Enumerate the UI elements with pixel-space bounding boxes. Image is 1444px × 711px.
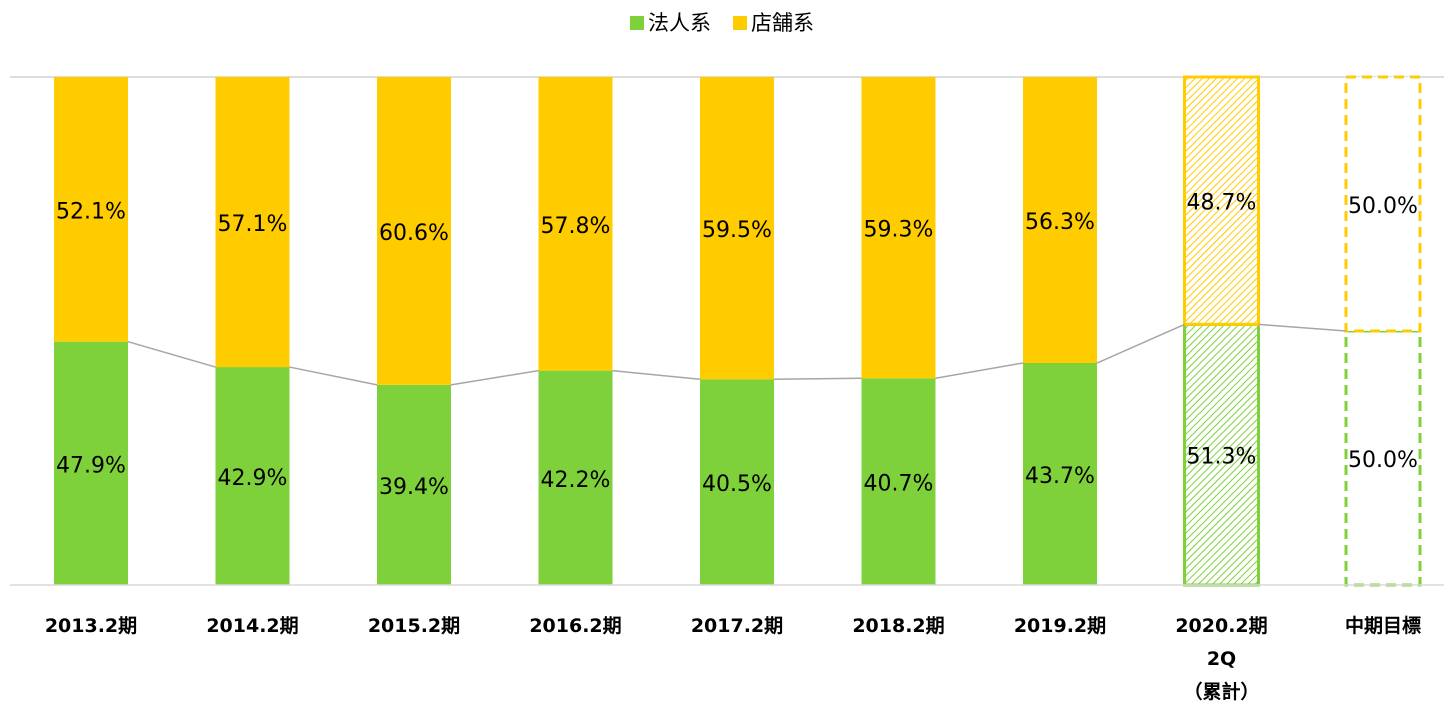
value-label: 52.1% (56, 199, 126, 224)
value-label: 43.7% (1025, 464, 1095, 489)
bar (538, 77, 613, 371)
x-tick-label: 2018.2期 (852, 615, 945, 637)
legend-swatch (630, 16, 644, 30)
connector (289, 366, 378, 386)
value-label: 42.2% (541, 468, 611, 493)
value-label: 42.9% (218, 466, 288, 491)
bar (54, 77, 128, 342)
value-label: 39.4% (379, 475, 449, 500)
value-label: 59.5% (702, 218, 772, 243)
bar (861, 77, 936, 379)
value-label: 56.3% (1025, 210, 1095, 235)
connector (1258, 323, 1347, 332)
bar (700, 77, 774, 380)
bar (215, 77, 290, 368)
bar (54, 341, 128, 585)
connector (773, 377, 862, 381)
bar (1344, 75, 1422, 333)
value-label: 57.1% (218, 212, 288, 237)
connector (612, 369, 701, 381)
value-label: 59.3% (864, 218, 934, 243)
bar (538, 370, 613, 585)
connector (127, 340, 216, 368)
bar (1183, 75, 1260, 326)
bar (861, 378, 936, 585)
value-label: 60.6% (379, 221, 449, 246)
value-label: 51.3% (1187, 445, 1257, 470)
bar (377, 384, 451, 585)
value-label: 47.9% (56, 453, 126, 478)
value-label: 50.0% (1348, 194, 1418, 219)
bar (700, 379, 774, 585)
value-label: 40.5% (702, 472, 772, 497)
connector (1096, 323, 1185, 364)
x-tick-label: 2020.2期 2Q （累計） (1175, 615, 1268, 703)
bar (377, 77, 451, 385)
x-tick-label: 2013.2期 (44, 615, 138, 637)
legend-swatch (733, 16, 747, 30)
x-tick-label: 2014.2期 (206, 615, 299, 637)
value-label: 57.8% (541, 214, 611, 239)
value-label: 40.7% (864, 472, 934, 497)
connector (935, 362, 1024, 379)
value-label: 50.0% (1348, 448, 1418, 473)
bar (215, 367, 290, 585)
legend-label: 法人系 (648, 11, 711, 35)
x-tick-label: 2015.2期 (367, 615, 461, 637)
x-tick-label: 2019.2期 (1013, 615, 1107, 637)
bar (1023, 77, 1097, 364)
value-label: 48.7% (1187, 191, 1257, 216)
legend-label: 店舗系 (751, 11, 814, 35)
x-tick-label: 2016.2期 (529, 615, 622, 637)
connector (450, 369, 539, 386)
bar (1023, 363, 1097, 585)
x-tick-label: 2017.2期 (690, 615, 784, 637)
x-tick-label: 中期目標 (1344, 615, 1421, 637)
